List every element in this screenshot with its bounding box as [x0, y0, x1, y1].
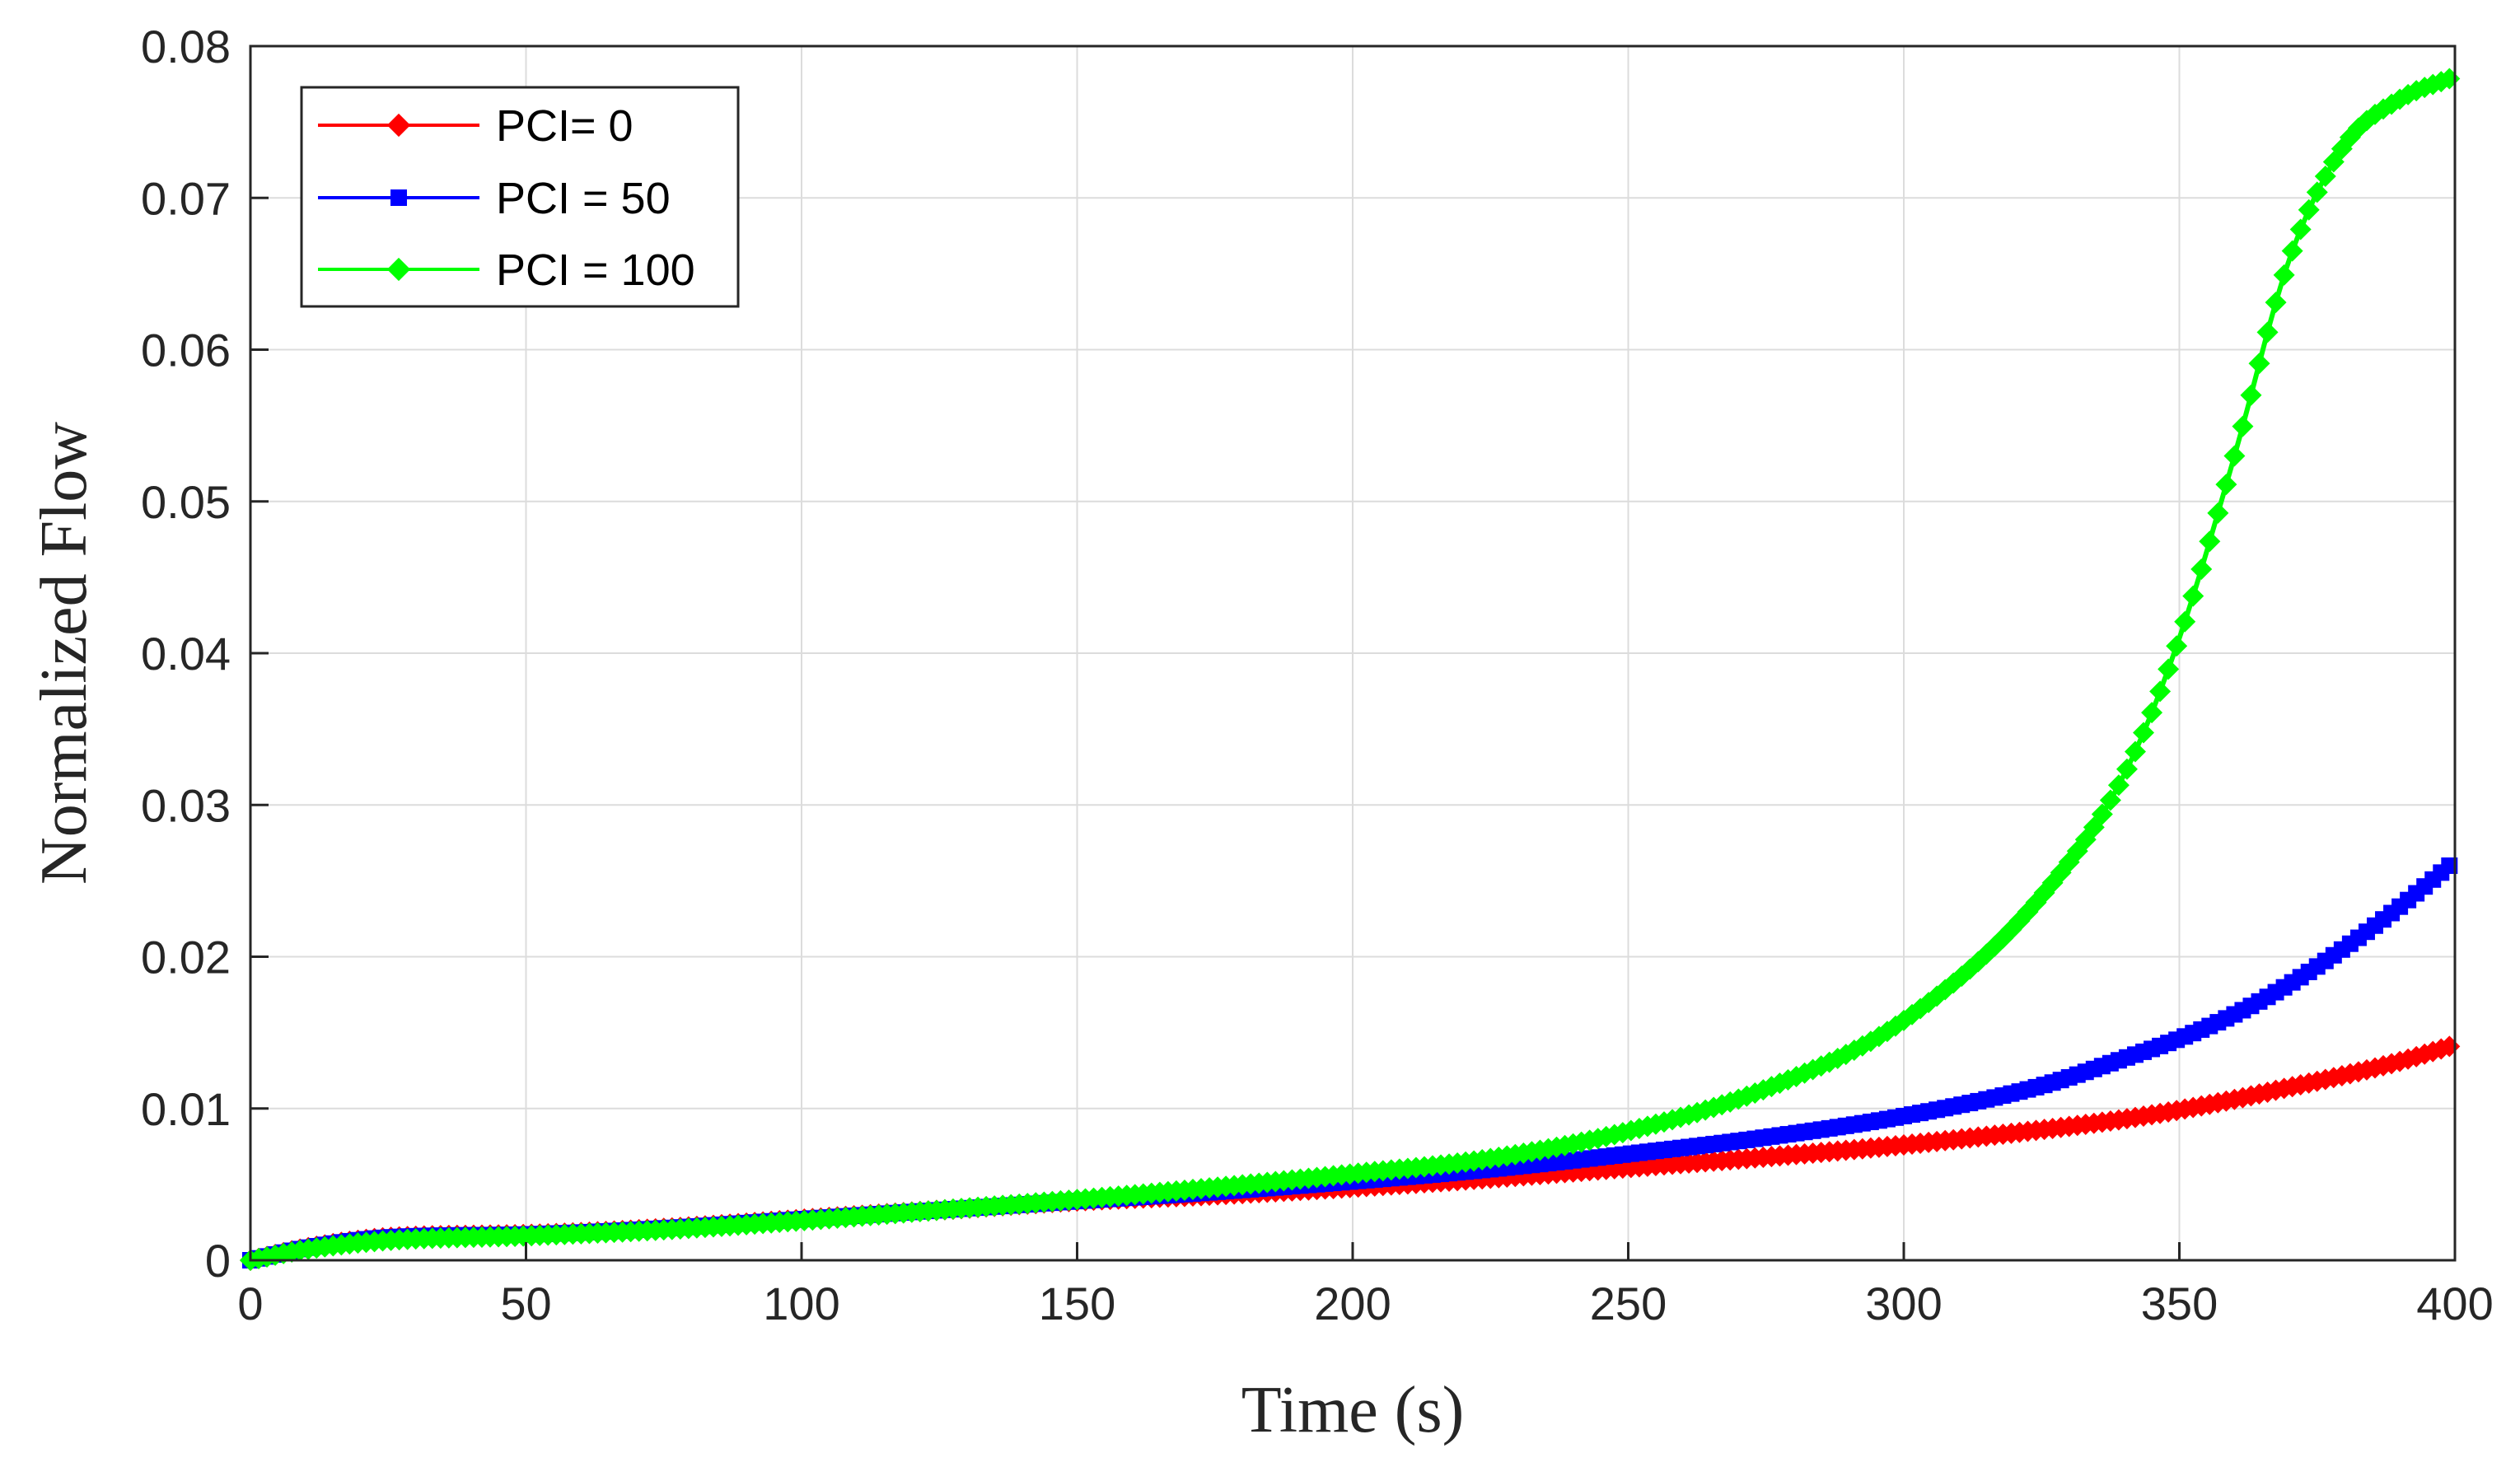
- legend[interactable]: PCI= 0 PCI = 50 PCI = 100: [300, 86, 740, 308]
- legend-entry-pci-100[interactable]: PCI = 100: [318, 245, 695, 295]
- legend-marker-pci-50: [390, 189, 407, 206]
- x-tick-label: 200: [1314, 1278, 1391, 1329]
- data-point: [2441, 857, 2458, 874]
- y-tick-label: 0.05: [141, 476, 231, 528]
- y-tick-label: 0.08: [141, 21, 231, 72]
- data-point: [2107, 774, 2130, 797]
- data-point: [2199, 530, 2221, 553]
- data-point: [2166, 635, 2188, 657]
- y-tick-label: 0.03: [141, 779, 231, 831]
- x-tick-label: 250: [1590, 1278, 1667, 1329]
- x-tick-label: 100: [763, 1278, 839, 1329]
- data-point: [2223, 445, 2246, 467]
- x-tick-label: 400: [2416, 1278, 2493, 1329]
- x-axis-title: Time (s): [1241, 1374, 1464, 1446]
- data-point: [2190, 558, 2213, 580]
- data-point: [2248, 353, 2270, 375]
- y-tick-label: 0.04: [141, 628, 231, 680]
- data-point: [2314, 165, 2336, 187]
- x-tick-label: 300: [1865, 1278, 1942, 1329]
- y-tick-label: 0.02: [141, 932, 231, 983]
- x-tick-label: 0: [237, 1278, 263, 1329]
- y-axis-title: Normalized Flow: [28, 422, 101, 885]
- data-point: [2149, 680, 2172, 703]
- data-point: [2091, 803, 2113, 825]
- y-tick-label: 0.01: [141, 1083, 231, 1135]
- data-point: [2306, 181, 2328, 203]
- data-point: [2141, 702, 2163, 724]
- data-point: [2207, 502, 2229, 524]
- x-tick-label: 50: [500, 1278, 551, 1329]
- legend-marker-pci-100: [386, 257, 411, 282]
- data-point: [2133, 722, 2155, 744]
- data-point: [2273, 264, 2295, 286]
- axis-ticks: 0 50 100 150 200 250 300 350 400 0 0.01 0.02 0.03 0.0…: [141, 21, 2494, 1329]
- data-point: [2240, 384, 2262, 406]
- data-point: [2158, 658, 2180, 680]
- y-tick-label: 0.07: [141, 172, 231, 224]
- data-point: [2124, 741, 2146, 763]
- data-point: [2289, 218, 2312, 241]
- data-point: [2232, 415, 2254, 437]
- data-point: [2298, 199, 2320, 221]
- legend-label-pci-0: PCI= 0: [496, 101, 634, 151]
- data-point: [2363, 103, 2386, 125]
- data-point: [2215, 474, 2237, 496]
- y-tick-label: 0: [205, 1235, 231, 1287]
- series-lines: [240, 68, 2461, 1271]
- y-tick-label: 0.06: [141, 325, 231, 376]
- data-point: [2281, 240, 2303, 262]
- series-pci-100: [240, 68, 2461, 1271]
- data-point: [2116, 758, 2138, 780]
- legend-label-pci-100: PCI = 100: [496, 245, 695, 295]
- data-point: [2256, 321, 2279, 343]
- data-point: [2182, 585, 2204, 607]
- data-point: [2265, 292, 2287, 314]
- legend-entry-pci-50[interactable]: PCI = 50: [318, 174, 671, 223]
- legend-label-pci-50: PCI = 50: [496, 174, 671, 223]
- x-tick-label: 150: [1039, 1278, 1115, 1329]
- x-tick-label: 350: [2141, 1278, 2218, 1329]
- data-point: [2099, 789, 2121, 811]
- legend-entry-pci-0[interactable]: PCI= 0: [318, 101, 634, 151]
- data-point: [2174, 610, 2196, 633]
